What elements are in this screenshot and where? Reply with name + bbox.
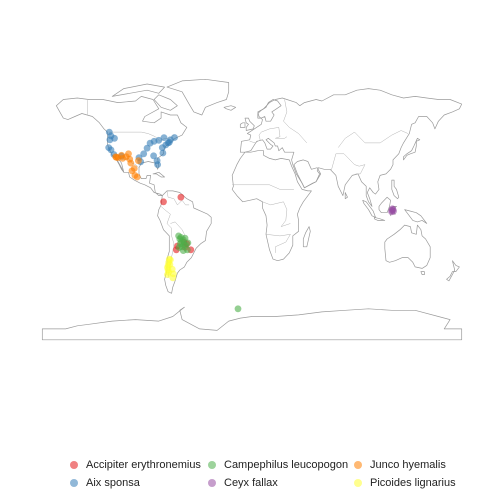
greenland-outline [166, 78, 230, 116]
borneo-outline [378, 196, 391, 214]
occurrence-point [130, 165, 138, 172]
occurrence-point [183, 246, 191, 254]
legend-swatch [354, 461, 362, 469]
legend-label: Campephilus leucopogon [224, 459, 349, 471]
legend-item-ceyx-fallax[interactable]: Ceyx fallax [208, 474, 278, 492]
arabia-outline [293, 159, 322, 189]
south-africa-borders [265, 233, 291, 253]
occurrence-point [160, 134, 168, 142]
occurrence-point [164, 271, 171, 278]
occurrence-point [154, 161, 162, 169]
sri-lanka-outline [344, 192, 348, 200]
new-zealand-outline [446, 260, 460, 282]
australia-outline [384, 224, 431, 269]
canadian-arctic-outline [111, 83, 165, 97]
new-guinea-outline [404, 209, 428, 224]
legend-item-aix-sponsa[interactable]: Aix sponsa [70, 474, 140, 492]
scandinavia-outline [257, 99, 282, 122]
great-britain-outline [244, 117, 255, 131]
occurrence-point [234, 305, 242, 313]
legend-label: Ceyx fallax [224, 477, 278, 489]
occurrence-point [143, 144, 151, 152]
legend-label: Junco hyemalis [370, 459, 446, 471]
occurrence-point [125, 150, 132, 158]
legend-label: Picoides lignarius [370, 477, 456, 489]
europe-asia-outline [239, 88, 463, 207]
sumatra-outline [362, 199, 376, 218]
baffin-island-outline [153, 94, 178, 111]
india-border [330, 153, 366, 175]
legend-swatch [208, 461, 216, 469]
russia-west-border [283, 99, 307, 144]
china-border [338, 130, 409, 148]
java-outline [373, 216, 386, 221]
legend-swatch [70, 461, 78, 469]
legend-item-picoides-lignarius[interactable]: Picoides lignarius [354, 474, 456, 492]
occurrence-point [160, 198, 167, 206]
legend-label: Accipiter erythronemius [86, 459, 201, 471]
antarctica-outline [41, 306, 463, 341]
occurrence-points-layer [105, 128, 397, 313]
land-layer [41, 78, 463, 341]
occurrence-point [169, 274, 177, 282]
baja-california-outline [115, 158, 125, 173]
occurrence-point [140, 150, 148, 158]
species-legend: Accipiter erythronemius Aix sponsa Campe… [70, 456, 490, 496]
occurrence-point [167, 136, 174, 144]
madagascar-outline [302, 226, 311, 248]
iceland-outline [223, 105, 237, 111]
legend-swatch [354, 479, 362, 487]
cuba-outline [152, 171, 165, 178]
occurrence-point [388, 208, 395, 216]
europe-borders [249, 127, 288, 144]
philippines-outline [391, 179, 400, 200]
north-south-america-borders [166, 190, 190, 206]
legend-item-accipiter-erythronemius[interactable]: Accipiter erythronemius [70, 456, 201, 474]
legend-item-junco-hyemalis[interactable]: Junco hyemalis [354, 456, 446, 474]
occurrence-point [177, 193, 185, 201]
legend-swatch [208, 479, 216, 487]
japan-outline [403, 137, 421, 161]
africa-outline [231, 150, 312, 262]
tasmania-outline [420, 271, 425, 275]
legend-label: Aix sponsa [86, 477, 140, 489]
occurrence-point [133, 173, 141, 181]
central-africa-borders [262, 201, 291, 228]
ireland-outline [239, 122, 246, 128]
occurrence-point [181, 234, 189, 242]
sahel-borders [232, 184, 294, 190]
legend-item-campephilus-leucopogon[interactable]: Campephilus leucopogon [208, 456, 348, 474]
occurrence-point [135, 157, 142, 165]
occurrence-point [167, 256, 174, 264]
south-america-outline [157, 190, 212, 294]
legend-swatch [70, 479, 78, 487]
occurrence-point [127, 159, 135, 167]
occurrence-point [155, 136, 163, 144]
occurrence-point [150, 152, 158, 160]
occurrence-point [159, 149, 167, 157]
occurrence-point [111, 134, 118, 142]
